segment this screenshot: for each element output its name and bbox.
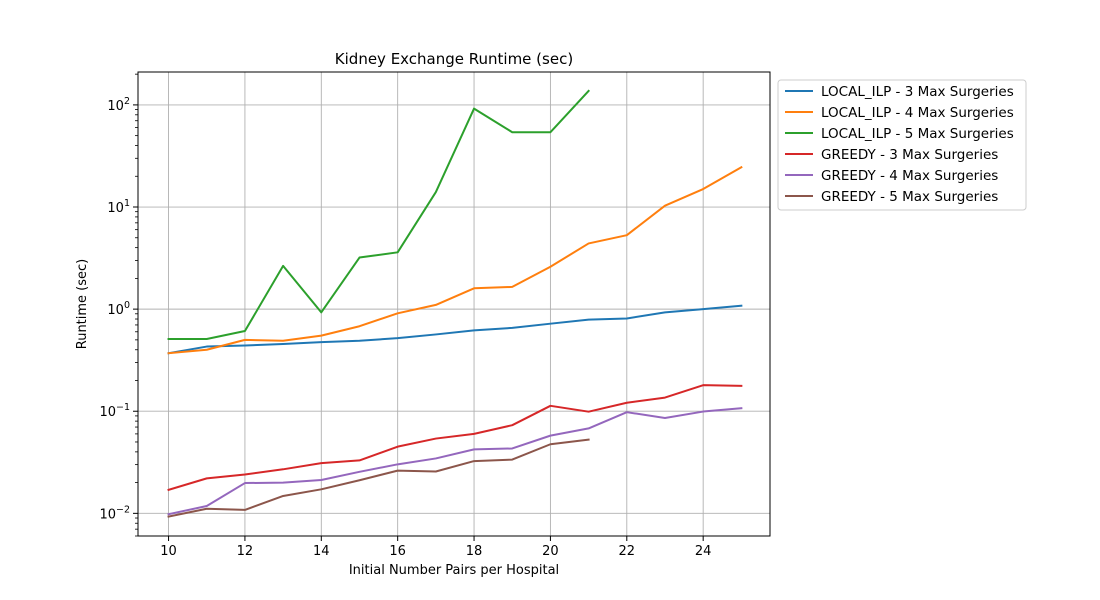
y-tick-label: 102 xyxy=(107,96,130,114)
grid-layer xyxy=(138,72,770,536)
legend-label: LOCAL_ILP - 4 Max Surgeries xyxy=(821,105,1014,121)
legend-frame xyxy=(777,79,1027,211)
x-axis-ticks: 10 12 14 16 18 20 22 24 xyxy=(160,536,711,559)
y-axis-label: Runtime (sec) xyxy=(75,259,90,350)
legend-label: GREEDY - 5 Max Surgeries xyxy=(821,189,998,205)
series-line-1 xyxy=(167,304,743,355)
x-tick-label: 20 xyxy=(542,544,559,559)
series-line-4 xyxy=(167,384,743,492)
x-tick-label: 24 xyxy=(695,544,712,559)
y-tick-label: 101 xyxy=(107,198,130,216)
x-tick-label: 10 xyxy=(160,544,177,559)
legend-items: LOCAL_ILP - 3 Max Surgeries LOCAL_ILP - 4… xyxy=(785,84,1014,205)
legend-label: GREEDY - 4 Max Surgeries xyxy=(821,168,998,184)
y-tick-label: 10−1 xyxy=(99,402,130,420)
plot-frame xyxy=(137,71,771,537)
legend-label: LOCAL_ILP - 3 Max Surgeries xyxy=(821,84,1014,100)
x-axis-label: Initial Number Pairs per Hospital xyxy=(349,563,559,578)
legend-label: LOCAL_ILP - 5 Max Surgeries xyxy=(821,126,1014,142)
legend: LOCAL_ILP - 3 Max Surgeries LOCAL_ILP - 4… xyxy=(777,79,1027,211)
x-tick-label: 16 xyxy=(389,544,406,559)
series-layer xyxy=(167,89,743,518)
y-tick-label: 100 xyxy=(107,300,130,318)
y-tick-label: 10−2 xyxy=(99,504,130,522)
chart-title: Kidney Exchange Runtime (sec) xyxy=(335,50,573,68)
series-line-3 xyxy=(167,89,591,340)
series-line-5 xyxy=(167,407,743,516)
x-tick-label: 22 xyxy=(619,544,636,559)
series-line-6 xyxy=(167,438,590,518)
x-tick-label: 14 xyxy=(313,544,330,559)
legend-label: GREEDY - 3 Max Surgeries xyxy=(821,147,998,163)
y-axis-ticks: 10−2 10−1 100 101 102 xyxy=(99,73,138,537)
x-tick-label: 18 xyxy=(466,544,483,559)
x-tick-label: 12 xyxy=(237,544,254,559)
series-line-2 xyxy=(167,165,743,355)
